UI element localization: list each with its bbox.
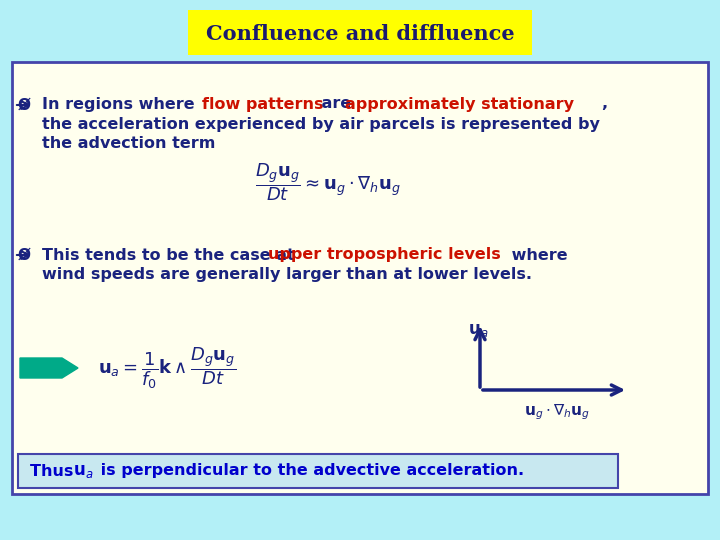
- FancyArrow shape: [20, 358, 78, 378]
- Text: wind speeds are generally larger than at lower levels.: wind speeds are generally larger than at…: [42, 267, 532, 282]
- Text: Confluence and diffluence: Confluence and diffluence: [206, 24, 514, 44]
- Text: $\mathbf{u}_a$: $\mathbf{u}_a$: [73, 462, 94, 480]
- Text: This tends to be the case at: This tends to be the case at: [42, 247, 300, 262]
- FancyBboxPatch shape: [188, 10, 532, 55]
- Text: Ø: Ø: [17, 247, 30, 262]
- Text: $\mathbf{u}_g \cdot \nabla_h \mathbf{u}_g$: $\mathbf{u}_g \cdot \nabla_h \mathbf{u}_…: [524, 402, 590, 422]
- Text: ,: ,: [601, 97, 607, 111]
- Text: Ø: Ø: [17, 98, 30, 112]
- Text: $\mathbf{u}_a$: $\mathbf{u}_a$: [468, 321, 488, 339]
- Text: are: are: [316, 97, 357, 111]
- Text: flow patterns: flow patterns: [202, 97, 323, 111]
- FancyBboxPatch shape: [18, 454, 618, 488]
- Text: is perpendicular to the advective acceleration.: is perpendicular to the advective accele…: [95, 463, 524, 478]
- Text: the advection term: the advection term: [42, 137, 215, 152]
- Text: approximately stationary: approximately stationary: [345, 97, 574, 111]
- Text: $\mathbf{u}_a = \dfrac{1}{f_0}\mathbf{k} \wedge \dfrac{D_g\mathbf{u}_g}{Dt}$: $\mathbf{u}_a = \dfrac{1}{f_0}\mathbf{k}…: [98, 345, 236, 391]
- Text: In regions where: In regions where: [42, 97, 200, 111]
- Text: $\dfrac{D_g\mathbf{u}_g}{Dt} \approx \mathbf{u}_g \cdot \nabla_h \mathbf{u}_g$: $\dfrac{D_g\mathbf{u}_g}{Dt} \approx \ma…: [255, 161, 400, 202]
- Text: where: where: [506, 247, 567, 262]
- Text: Thus: Thus: [30, 463, 79, 478]
- FancyBboxPatch shape: [12, 62, 708, 494]
- Text: upper tropospheric levels: upper tropospheric levels: [268, 247, 500, 262]
- Text: the acceleration experienced by air parcels is represented by: the acceleration experienced by air parc…: [42, 117, 600, 132]
